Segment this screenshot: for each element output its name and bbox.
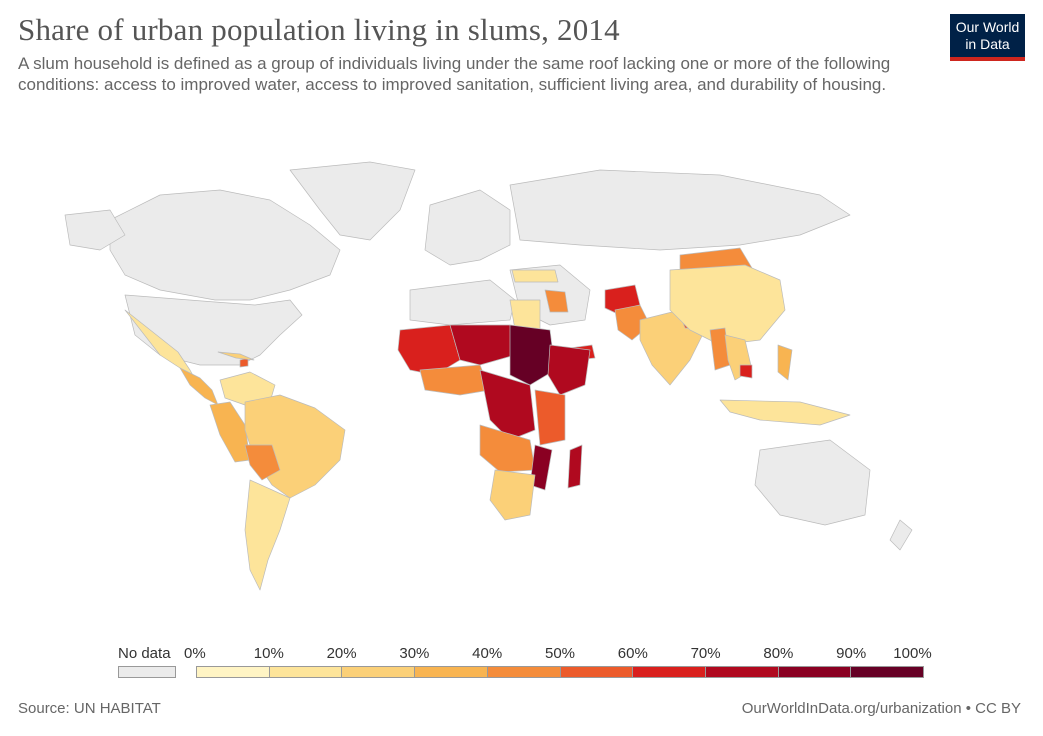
europe <box>424 189 511 266</box>
mozambique <box>529 444 553 491</box>
legend-tick-label: 10% <box>253 645 284 662</box>
legend-tick-label: 60% <box>617 645 648 662</box>
legend-tick-label: 100% <box>893 645 932 662</box>
greenland <box>289 161 416 241</box>
new-zealand <box>889 519 913 551</box>
legend-tick-label: 20% <box>326 645 357 662</box>
legend-bin-8 <box>778 666 852 678</box>
owid-logo[interactable]: Our World in Data <box>950 14 1025 61</box>
legend-tick-label: 50% <box>544 645 576 662</box>
legend-bin-9 <box>851 666 925 678</box>
indonesia <box>719 399 851 426</box>
legend-bin-2 <box>342 666 416 678</box>
legend-bin-7 <box>705 666 779 678</box>
china <box>669 264 786 346</box>
legend-color-bins <box>196 666 925 678</box>
sahel <box>449 324 516 366</box>
legend-tick-label: 0% <box>184 645 206 662</box>
legend-tick-label: 40% <box>472 645 503 662</box>
central-africa <box>479 369 536 441</box>
alaska <box>64 209 126 251</box>
philippines <box>777 344 793 381</box>
canada <box>109 189 341 301</box>
source-credit: Source: UN HABITAT <box>18 700 161 717</box>
united-states <box>124 294 303 366</box>
southern-africa <box>489 469 536 521</box>
legend-no-data-swatch <box>118 666 176 678</box>
legend-bin-6 <box>633 666 706 678</box>
chart-title: Share of urban population living in slum… <box>18 12 620 47</box>
world-map[interactable] <box>40 140 920 600</box>
legend-bin-4 <box>487 666 561 678</box>
ethiopia-somalia <box>547 344 591 396</box>
logo-line-2: in Data <box>965 36 1010 52</box>
east-africa <box>534 389 566 446</box>
legend-tick-label: 80% <box>763 645 794 662</box>
legend-bin-0 <box>196 666 270 678</box>
legend-bin-3 <box>415 666 488 678</box>
gulf-of-guinea <box>419 364 491 396</box>
legend-no-data-label: No data <box>118 645 171 662</box>
bolivia <box>244 444 281 481</box>
legend-bin-5 <box>560 666 634 678</box>
logo-line-1: Our World <box>955 19 1020 35</box>
turkey <box>511 269 559 283</box>
argentina-chile <box>244 479 291 591</box>
chart-subtitle: A slum household is defined as a group o… <box>18 54 891 94</box>
legend-tick-label: 30% <box>399 645 430 662</box>
cuba-dr <box>217 351 255 361</box>
legend-tick-label: 70% <box>690 645 721 662</box>
russia <box>509 169 851 251</box>
peru-ecuador <box>209 401 251 463</box>
north-africa <box>409 279 516 326</box>
central-america <box>179 367 219 406</box>
legend-tick-label: 90% <box>836 645 867 662</box>
legend-bin-1 <box>269 666 343 678</box>
australia <box>754 439 871 526</box>
sudan-chad <box>509 324 556 386</box>
cambodia <box>739 364 753 379</box>
url-license[interactable]: OurWorldInData.org/urbanization • CC BY <box>741 700 1021 717</box>
iraq <box>544 289 569 313</box>
angola-zambia <box>479 424 536 473</box>
madagascar <box>567 444 583 489</box>
